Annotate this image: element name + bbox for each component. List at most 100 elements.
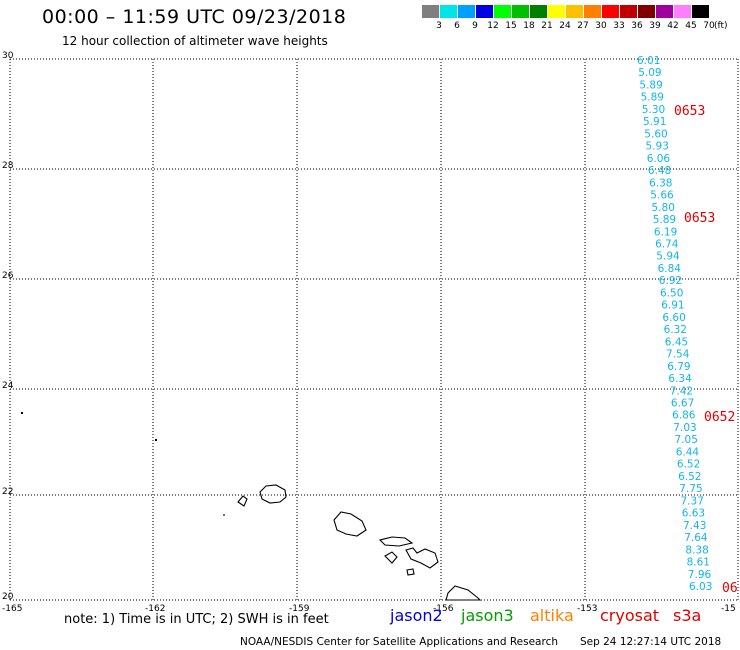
swh-value: 5.89 — [653, 214, 676, 226]
island-oahu — [333, 511, 367, 537]
scale-label: 33 — [613, 21, 625, 31]
latitude-tick-label: 20 — [2, 592, 14, 602]
axis-tick-labels: -165 -162 -159 -156 -153 -15 30 28 26 24 22 20 — [2, 51, 736, 614]
swh-value: 6.52 — [678, 471, 701, 483]
island-niihau — [237, 495, 248, 507]
footer-credit: NOAA/NESDIS Center for Satellite Applica… — [240, 636, 558, 648]
swh-value: 5.93 — [646, 141, 669, 153]
swh-value: 7.42 — [670, 385, 693, 397]
island-maui — [405, 547, 439, 569]
small-islets — [21, 412, 157, 441]
swh-value: 6.06 — [647, 153, 671, 165]
latitude-tick-label: 26 — [2, 271, 14, 281]
scale-swatch — [422, 5, 439, 18]
swh-value: 5.30 — [642, 104, 665, 116]
scale-swatch — [548, 5, 565, 18]
swh-value: 6.67 — [671, 398, 694, 410]
swh-value: 7.64 — [684, 532, 708, 544]
scale-label: 27 — [577, 21, 589, 31]
pass-time-label: 0653 — [674, 104, 705, 119]
scale-label: 18 — [523, 21, 535, 31]
swh-value: 6.86 — [672, 410, 696, 422]
swh-value: 6.03 — [689, 581, 712, 593]
scale-label: 3 — [436, 21, 442, 31]
swh-value: 7.54 — [666, 349, 690, 361]
scale-label: 9 — [472, 21, 478, 31]
scale-label: 36 — [631, 21, 643, 31]
map-frame — [9, 58, 739, 601]
scale-swatch — [476, 5, 493, 18]
swh-value: 7.05 — [675, 434, 698, 446]
swh-value: 6.32 — [664, 324, 687, 336]
swh-value: 6.52 — [677, 459, 700, 471]
swh-value-track: 6.015.095.895.895.305.915.605.936.066.48… — [637, 55, 712, 593]
scale-swatch — [620, 5, 637, 18]
scale-swatch — [602, 5, 619, 18]
swh-value: 6.60 — [662, 312, 685, 324]
scale-swatch — [638, 5, 655, 18]
swh-value: 7.75 — [679, 483, 702, 495]
scale-swatch — [440, 5, 457, 18]
scale-label: 6 — [454, 21, 460, 31]
swh-value: 6.19 — [654, 226, 677, 238]
island-kauai — [259, 484, 287, 504]
footer-timestamp: Sep 24 12:27:14 UTC 2018 — [580, 636, 722, 648]
scale-label: 15 — [505, 21, 517, 31]
scale-swatch — [512, 5, 529, 18]
scale-label: 42 — [667, 21, 679, 31]
longitude-tick-label: -15 — [721, 604, 736, 614]
swh-value: 6.79 — [667, 361, 690, 373]
satellite-cryosat-label: cryosat — [600, 606, 660, 625]
swh-value: 8.61 — [687, 557, 710, 569]
swh-value: 6.38 — [649, 177, 672, 189]
swh-value: 5.94 — [656, 251, 680, 263]
scale-label: 70 — [703, 21, 715, 31]
scale-swatch — [494, 5, 511, 18]
longitude-tick-label: -156 — [433, 604, 454, 614]
island-lanai — [384, 551, 398, 564]
swh-value: 6.01 — [637, 55, 660, 67]
swh-value: 7.03 — [673, 422, 696, 434]
pass-time-label: 06 — [722, 581, 738, 596]
swh-value: 6.74 — [655, 239, 679, 251]
swh-value: 6.44 — [676, 446, 700, 458]
hawaiian-islands — [223, 484, 482, 601]
island-hawaii — [445, 585, 482, 601]
units-note: note: 1) Time is in UTC; 2) SWH is in fe… — [64, 612, 329, 627]
scale-swatch — [530, 5, 547, 18]
satellite-s3a-label: s3a — [673, 606, 702, 625]
island-molokai — [378, 536, 414, 547]
swh-value: 6.45 — [665, 336, 688, 348]
pass-time-labels: 0653 0653 0652 06 — [674, 104, 738, 596]
swh-value: 8.38 — [685, 544, 708, 556]
scale-label: 12 — [487, 21, 499, 31]
scale-label: 30 — [595, 21, 607, 31]
swh-value: 5.89 — [639, 80, 662, 92]
scale-swatch — [692, 5, 709, 18]
pass-time-label: 0653 — [684, 211, 715, 226]
scale-label: 39 — [649, 21, 661, 31]
latitude-tick-label: 24 — [2, 381, 14, 391]
swh-value: 5.89 — [641, 92, 664, 104]
swh-value: 6.34 — [668, 373, 692, 385]
swh-value: 6.84 — [658, 263, 682, 275]
swh-value: 6.50 — [660, 287, 683, 299]
swh-value: 7.96 — [688, 569, 712, 581]
swh-value: 5.09 — [638, 67, 661, 79]
swh-value: 7.37 — [681, 495, 704, 507]
longitude-tick-label: -165 — [2, 604, 22, 614]
scale-swatch — [584, 5, 601, 18]
scale-swatch — [458, 5, 475, 18]
longitude-tick-label: -162 — [145, 604, 165, 614]
map-subtitle: 12 hour collection of altimeter wave hei… — [62, 34, 328, 48]
scale-swatch — [566, 5, 583, 18]
scale-swatch — [656, 5, 673, 18]
satellite-altika-label: altika — [530, 606, 574, 625]
latitude-tick-label: 30 — [2, 51, 14, 61]
longitude-tick-label: -153 — [577, 604, 597, 614]
swh-value: 6.63 — [682, 508, 705, 520]
satellite-jason2-label: jason2 — [390, 606, 443, 625]
swh-value: 6.91 — [661, 300, 684, 312]
swh-value: 6.48 — [648, 165, 671, 177]
